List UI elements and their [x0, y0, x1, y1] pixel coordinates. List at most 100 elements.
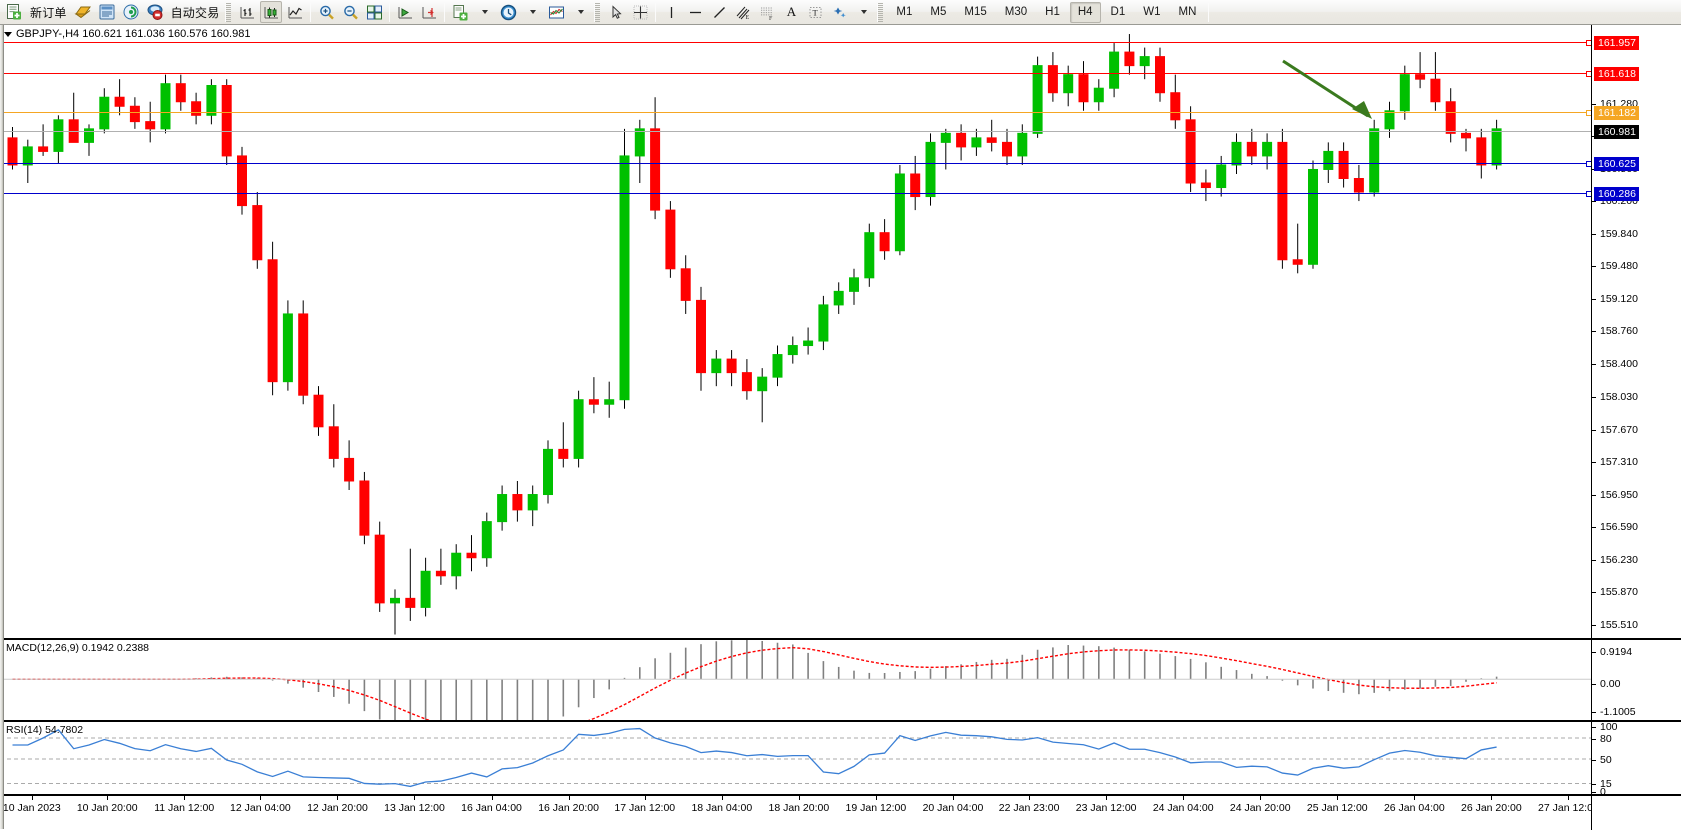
- level-line[interactable]: [0, 160, 1591, 167]
- signals-icon[interactable]: [120, 1, 142, 23]
- price-tick: 155.870: [1592, 587, 1681, 598]
- price-label-blue[interactable]: 160.625: [1594, 156, 1639, 171]
- new-order-icon[interactable]: [3, 1, 25, 23]
- vertical-line-icon[interactable]: [660, 1, 682, 23]
- toolbar-grip-3[interactable]: [877, 2, 884, 22]
- period-icon[interactable]: [497, 1, 519, 23]
- timeframe-w1[interactable]: W1: [1143, 6, 1161, 18]
- chart-left-rail: [0, 25, 4, 829]
- rsi-tick: 100: [1592, 722, 1681, 733]
- price-label-red[interactable]: 161.957: [1594, 36, 1639, 51]
- indicators-icon[interactable]: [449, 1, 471, 23]
- level-line[interactable]: [0, 191, 1591, 198]
- period-dropdown-icon[interactable]: [521, 1, 543, 23]
- price-tick: 158.400: [1592, 358, 1681, 370]
- time-axis[interactable]: 10 Jan 2023 10 Jan 20:00 11 Jan 12:00 12 Ja…: [0, 795, 1681, 830]
- macd-tick: 0.9194: [1592, 647, 1681, 658]
- rsi-plot-area[interactable]: [0, 722, 1591, 794]
- price-tick: 158.030: [1592, 392, 1681, 403]
- rsi-pane[interactable]: RSI(14) 54.7802 100 80 50 15 0: [0, 721, 1681, 795]
- autotrading-button[interactable]: 自动交易: [170, 5, 220, 20]
- time-label: 19 Jan 12:00: [845, 802, 907, 814]
- tile-windows-icon[interactable]: [363, 1, 385, 23]
- time-label: 11 Jan 12:00: [154, 802, 215, 814]
- toolbar-separator-4: [655, 2, 657, 22]
- level-line[interactable]: [0, 71, 1591, 78]
- horizontal-line-icon[interactable]: [684, 1, 706, 23]
- price-tick: 156.950: [1592, 489, 1681, 501]
- time-tick-mark: [1260, 796, 1262, 800]
- text-icon[interactable]: A: [786, 4, 797, 19]
- zoom-out-icon[interactable]: [339, 1, 361, 23]
- price-pane[interactable]: GBPJPY-,H4 160.621 161.036 160.576 160.9…: [0, 25, 1681, 639]
- timeframe-h4[interactable]: H4: [1069, 1, 1101, 23]
- expert-advisors-icon[interactable]: [72, 1, 94, 23]
- rsi-tick: 0: [1592, 787, 1681, 794]
- price-label-blue[interactable]: 160.286: [1594, 187, 1639, 202]
- macd-tick: -1.1005: [1592, 707, 1681, 718]
- text-label-icon[interactable]: T: [804, 1, 826, 23]
- timeframe-mn[interactable]: MN: [1178, 6, 1197, 18]
- templates-dropdown-icon[interactable]: [569, 1, 591, 23]
- toolbar-grip-2[interactable]: [594, 2, 601, 22]
- autotrading-icon[interactable]: [144, 1, 166, 23]
- toolbar-grip[interactable]: [225, 2, 232, 22]
- auto-scroll-icon[interactable]: [394, 1, 416, 23]
- level-handle[interactable]: [1586, 191, 1591, 198]
- price-tick: 159.120: [1592, 293, 1681, 305]
- timeframe-m30[interactable]: M30: [1004, 6, 1028, 18]
- macd-title: MACD(12,26,9) 0.1942 0.2388: [6, 642, 150, 654]
- time-label: 26 Jan 20:00: [1460, 802, 1522, 814]
- time-label: 24 Jan 20:00: [1229, 802, 1291, 814]
- objects-dropdown-icon[interactable]: [852, 1, 874, 23]
- level-line[interactable]: [0, 130, 1591, 132]
- trendline-icon[interactable]: [708, 1, 730, 23]
- price-label-orange[interactable]: 161.182: [1594, 106, 1639, 121]
- price-tick: 158.760: [1592, 326, 1681, 337]
- macd-pane[interactable]: MACD(12,26,9) 0.1942 0.2388 0.9194 0.00 -1…: [0, 639, 1681, 721]
- equidistant-channel-icon[interactable]: E: [732, 1, 754, 23]
- time-tick-mark: [1029, 796, 1031, 800]
- cursor-icon[interactable]: [605, 1, 627, 23]
- price-plot-area[interactable]: [0, 25, 1591, 638]
- price-tick: 156.590: [1592, 522, 1681, 533]
- chart-title: GBPJPY-,H4 160.621 161.036 160.576 160.9…: [16, 28, 251, 40]
- line-chart-icon[interactable]: [284, 1, 306, 23]
- level-line[interactable]: [0, 110, 1591, 117]
- indicators-dropdown-icon[interactable]: [473, 1, 495, 23]
- crosshair-icon[interactable]: [629, 1, 651, 23]
- market-watch-icon[interactable]: [96, 1, 118, 23]
- price-label-black[interactable]: 160.981: [1594, 124, 1639, 139]
- svg-text:T: T: [812, 7, 818, 17]
- timeframe-d1[interactable]: D1: [1110, 6, 1126, 18]
- time-label: 18 Jan 04:00: [691, 802, 753, 814]
- chart-shift-icon[interactable]: [418, 1, 440, 23]
- templates-icon[interactable]: [545, 1, 567, 23]
- new-order-button[interactable]: 新订单: [30, 5, 67, 20]
- level-handle[interactable]: [1586, 160, 1591, 167]
- bar-chart-icon[interactable]: [236, 1, 258, 23]
- price-label-red[interactable]: 161.618: [1594, 67, 1639, 82]
- level-handle[interactable]: [1586, 110, 1591, 117]
- macd-plot: [0, 640, 1591, 720]
- chart-menu-caret-icon[interactable]: [4, 32, 12, 37]
- level-handle[interactable]: [1586, 71, 1591, 78]
- timeframe-m1[interactable]: M1: [896, 6, 913, 18]
- level-handle[interactable]: [1586, 40, 1591, 47]
- candlestick-chart-icon[interactable]: [260, 1, 283, 23]
- rsi-title: RSI(14) 54.7802: [6, 724, 84, 736]
- timeframe-h1[interactable]: H1: [1045, 6, 1060, 18]
- timeframe-m15[interactable]: M15: [964, 6, 987, 18]
- axis-corner: [1591, 796, 1681, 830]
- timeframe-m5[interactable]: M5: [930, 6, 947, 18]
- time-label: 10 Jan 20:00: [76, 802, 138, 814]
- objects-icon[interactable]: [828, 1, 850, 23]
- fibonacci-icon[interactable]: F: [756, 1, 778, 23]
- zoom-in-icon[interactable]: [315, 1, 337, 23]
- macd-plot-area[interactable]: [0, 640, 1591, 720]
- time-tick-mark: [1337, 796, 1339, 800]
- price-scale[interactable]: 161.280160.920160.560160.200159.840159.4…: [1591, 25, 1681, 638]
- level-line[interactable]: [0, 40, 1591, 47]
- rsi-plot: [0, 727, 1591, 788]
- time-tick-mark: [260, 796, 262, 800]
